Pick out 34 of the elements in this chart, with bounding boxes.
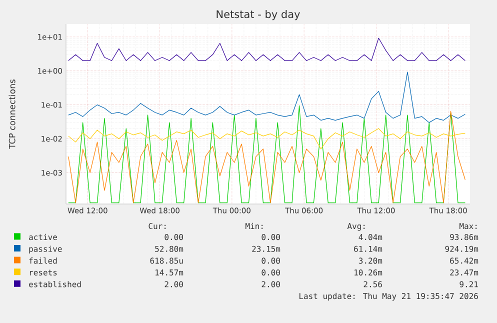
text: 93.86m — [450, 234, 478, 240]
text: 618.85u — [150, 258, 183, 264]
text: 65.42m — [450, 258, 478, 264]
text: 23.47m — [450, 269, 478, 276]
text: 9.21 — [460, 281, 478, 288]
text: Cur: — [148, 223, 166, 230]
text: 0.00 — [164, 234, 183, 240]
text: 3.20m — [358, 258, 382, 264]
text: 0.00 — [262, 234, 280, 240]
text: 2.56 — [364, 281, 382, 288]
text: 52.80m — [155, 246, 184, 252]
text: Min: — [246, 222, 263, 229]
line-series — [68, 38, 466, 61]
text: 2.00 — [262, 281, 280, 288]
legend-label: passive — [29, 246, 62, 254]
text: Avg: — [347, 223, 365, 231]
legend-label: active — [29, 234, 57, 240]
y-axis-title: TCP connections — [8, 80, 16, 149]
text: 0.00 — [262, 269, 280, 276]
text: Last update: Thu May 21 19:35:47 2026 — [300, 292, 478, 301]
text: 14.57m — [156, 270, 184, 276]
text: 924.19m — [445, 246, 478, 252]
text: 23.15m — [252, 246, 280, 252]
text: 10.26m — [354, 269, 382, 276]
line-series — [68, 72, 466, 123]
text: Max: — [460, 223, 477, 230]
legend-label: established — [29, 281, 81, 288]
legend-label: resets — [30, 270, 57, 276]
text: 2.00 — [164, 281, 183, 288]
text: 0.00 — [262, 258, 280, 264]
chart-title: Netstat - by day — [216, 10, 300, 20]
legend-label: failed — [29, 257, 57, 264]
text: 4.04m — [358, 234, 382, 240]
text: 61.14m — [354, 246, 382, 252]
